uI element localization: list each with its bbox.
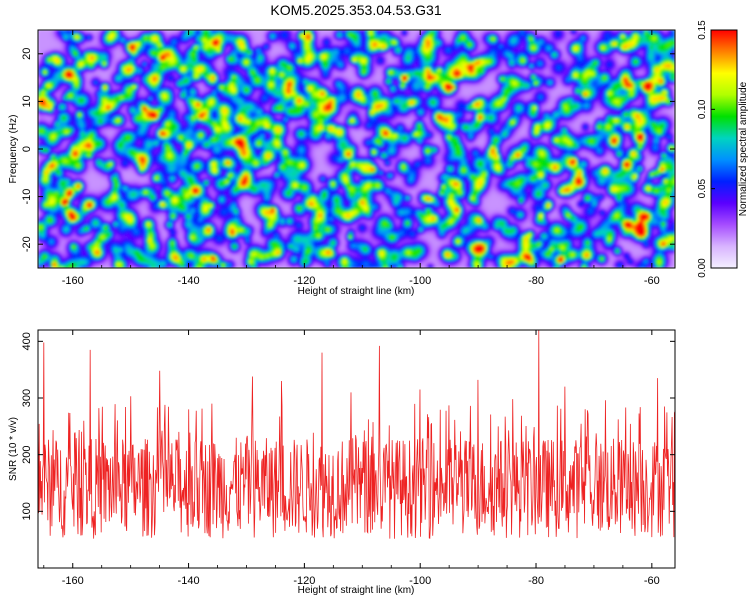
heatmap-y-tick-label: -10 xyxy=(21,189,33,205)
heatmap-ticks xyxy=(38,30,675,268)
snr-x-axis-label: Height of straight line (km) xyxy=(298,585,415,596)
snr-y-tick-label: 200 xyxy=(21,445,33,463)
colorbar-label: Normalized spectral amplitude xyxy=(738,81,749,216)
heatmap-y-tick-labels: -20 -10 0 10 20 xyxy=(21,48,33,252)
heatmap-y-tick-label: 0 xyxy=(21,146,33,152)
snr-x-tick-label: -100 xyxy=(409,575,431,587)
snr-series-line xyxy=(38,330,675,539)
snr-panel: -160 -140 -120 -100 -80 -60 100 200 300 400 Heig… xyxy=(8,329,676,596)
colorbar-tick-label: 0.10 xyxy=(697,99,708,119)
colorbar-tick-label: 0.00 xyxy=(697,258,708,278)
snr-x-tick-label: -80 xyxy=(528,575,544,587)
heatmap-x-tick-label: -100 xyxy=(409,275,431,287)
colorbar: 0.00 0.05 0.10 0.15 Normalized spectral amp… xyxy=(697,20,749,278)
heatmap-x-tick-label: -120 xyxy=(293,275,315,287)
heatmap-y-tick-label: 20 xyxy=(21,48,33,60)
heatmap-frame xyxy=(37,29,676,269)
snr-x-tick-label: -160 xyxy=(62,575,84,587)
snr-y-axis-label: SNR (10 * v/v) xyxy=(8,417,19,481)
snr-frame xyxy=(37,329,676,569)
snr-x-tick-label: -120 xyxy=(293,575,315,587)
snr-x-tick-labels: -160 -140 -120 -100 -80 -60 xyxy=(62,575,660,587)
snr-y-tick-label: 300 xyxy=(21,389,33,407)
snr-x-tick-label: -140 xyxy=(178,575,200,587)
colorbar-gradient xyxy=(710,29,738,269)
figure-title: KOM5.2025.353.04.53.G31 xyxy=(270,2,441,18)
heatmap-x-tick-labels: -160 -140 -120 -100 -80 -60 xyxy=(62,275,660,287)
heatmap-y-tick-label: -20 xyxy=(21,236,33,252)
heatmap-x-tick-label: -60 xyxy=(644,275,660,287)
snr-y-tick-labels: 100 200 300 400 xyxy=(21,332,33,520)
heatmap-y-axis-label: Frequency (Hz) xyxy=(8,115,19,184)
heatmap-x-tick-label: -140 xyxy=(178,275,200,287)
heatmap-x-tick-label: -80 xyxy=(528,275,544,287)
snr-x-tick-label: -60 xyxy=(644,575,660,587)
colorbar-ticks: 0.00 0.05 0.10 0.15 xyxy=(697,20,715,278)
colorbar-tick-label: 0.05 xyxy=(697,178,708,198)
snr-y-tick-label: 100 xyxy=(21,502,33,520)
heatmap-y-tick-label: 10 xyxy=(21,95,33,107)
colorbar-tick-label: 0.15 xyxy=(697,20,708,40)
heatmap-x-axis-label: Height of straight line (km) xyxy=(298,286,415,297)
heatmap-image xyxy=(38,30,675,268)
snr-y-tick-label: 400 xyxy=(21,332,33,350)
heatmap-x-tick-label: -160 xyxy=(62,275,84,287)
